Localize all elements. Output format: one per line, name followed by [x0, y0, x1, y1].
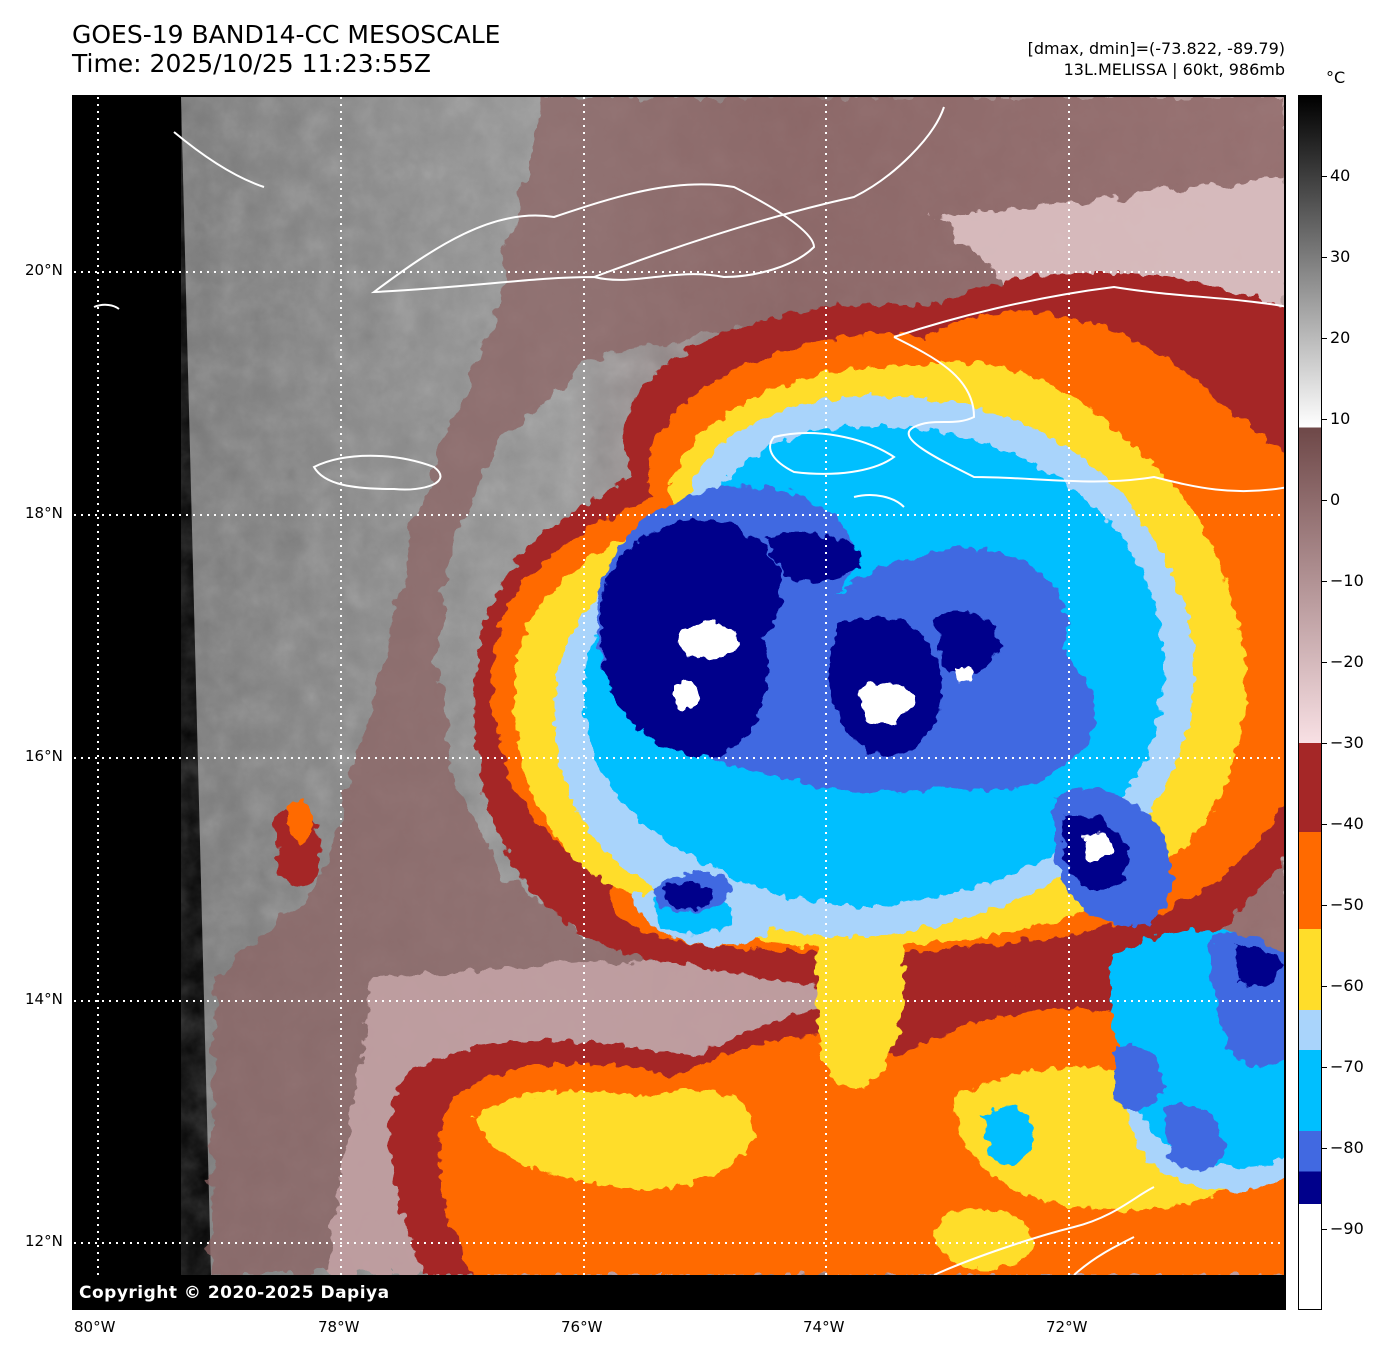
lon-label-80w: 80°W	[74, 1318, 116, 1336]
colorbar-tick-label: −90	[1330, 1219, 1364, 1238]
colorbar-tick-label: −30	[1330, 733, 1364, 752]
colorbar-tick-label: −80	[1330, 1138, 1364, 1157]
colorbar-tick-label: 20	[1330, 328, 1351, 347]
lon-label-74w: 74°W	[803, 1318, 845, 1336]
colorbar-tick-label: 30	[1330, 247, 1351, 266]
satellite-imagery	[74, 97, 1284, 1308]
colorbar-tickmark	[1322, 986, 1327, 987]
lat-label-14n: 14°N	[25, 990, 63, 1008]
colorbar-tickmark	[1322, 905, 1327, 906]
lat-label-16n: 16°N	[25, 747, 63, 765]
colorbar-tick-label: 40	[1330, 166, 1351, 185]
colorbar-tick-label: 10	[1330, 409, 1351, 428]
colorbar-tickmark	[1322, 1229, 1327, 1230]
colorbar-tick-label: −20	[1330, 652, 1364, 671]
title-line-1: GOES-19 BAND14-CC MESOSCALE	[72, 20, 501, 49]
colorbar-tickmark	[1322, 824, 1327, 825]
figure-meta: [dmax, dmin]=(-73.822, -89.79) 13L.MELIS…	[1028, 38, 1285, 80]
lat-label-12n: 12°N	[25, 1232, 63, 1250]
colorbar-tickmark	[1322, 176, 1327, 177]
colorbar-tickmark	[1322, 662, 1327, 663]
colorbar-tickmark	[1322, 1148, 1327, 1149]
bottom-no-data-strip	[74, 1275, 1284, 1308]
colorbar-tick-label: −10	[1330, 571, 1364, 590]
lat-label-20n: 20°N	[25, 261, 63, 279]
copyright-text: Copyright © 2020-2025 Dapiya	[79, 1283, 390, 1303]
colorbar-tickmark	[1322, 338, 1327, 339]
colorbar-tick-label: −60	[1330, 976, 1364, 995]
colorbar-tickmark	[1322, 257, 1327, 258]
colorbar	[1298, 95, 1322, 1310]
lon-label-78w: 78°W	[318, 1318, 360, 1336]
title-line-2: Time: 2025/10/25 11:23:55Z	[72, 49, 431, 78]
lat-label-18n: 18°N	[25, 504, 63, 522]
storm-info-text: 13L.MELISSA | 60kt, 986mb	[1063, 60, 1285, 79]
colorbar-tickmark	[1322, 743, 1327, 744]
coldest-cloud-tops	[674, 622, 1114, 860]
figure-title: GOES-19 BAND14-CC MESOSCALE Time: 2025/1…	[72, 20, 500, 78]
colorbar-tick-label: −40	[1330, 814, 1364, 833]
colorbar-tick-label: −70	[1330, 1057, 1364, 1076]
colorbar-tickmark	[1322, 581, 1327, 582]
satellite-map[interactable]: Copyright © 2020-2025 Dapiya	[72, 95, 1286, 1310]
colorbar-tick-label: 0	[1330, 490, 1341, 509]
lon-label-76w: 76°W	[561, 1318, 603, 1336]
coastlines	[93, 106, 1284, 1276]
colorbar-tickmark	[1322, 419, 1327, 420]
colorbar-unit: °C	[1326, 68, 1346, 87]
colorbar-tickmark	[1322, 1067, 1327, 1068]
colorbar-tick-label: −50	[1330, 895, 1364, 914]
temperature-range-text: [dmax, dmin]=(-73.822, -89.79)	[1027, 39, 1285, 58]
colorbar-tickmark	[1322, 500, 1327, 501]
lon-label-72w: 72°W	[1046, 1318, 1088, 1336]
